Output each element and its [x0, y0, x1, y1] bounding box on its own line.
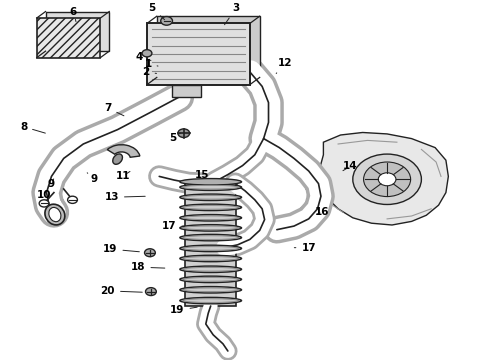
Ellipse shape	[180, 255, 242, 262]
Ellipse shape	[183, 299, 239, 302]
Ellipse shape	[180, 184, 242, 190]
Ellipse shape	[180, 266, 242, 273]
Bar	[157, 16, 260, 77]
Text: 5: 5	[169, 132, 180, 143]
Bar	[185, 182, 236, 306]
Ellipse shape	[183, 206, 239, 209]
Ellipse shape	[113, 154, 122, 164]
Ellipse shape	[180, 276, 242, 283]
Wedge shape	[107, 145, 140, 157]
Ellipse shape	[180, 245, 242, 252]
Ellipse shape	[180, 179, 242, 185]
Text: 7: 7	[104, 103, 124, 116]
Ellipse shape	[45, 204, 65, 225]
Circle shape	[378, 173, 396, 186]
Text: 13: 13	[104, 192, 145, 202]
Ellipse shape	[49, 207, 61, 222]
Text: 17: 17	[162, 221, 184, 231]
Ellipse shape	[180, 194, 242, 201]
Text: 6: 6	[70, 6, 77, 22]
Ellipse shape	[183, 257, 239, 260]
Ellipse shape	[183, 267, 239, 271]
Ellipse shape	[183, 216, 239, 220]
Text: 5: 5	[148, 3, 165, 20]
Circle shape	[39, 200, 49, 207]
Bar	[46, 12, 109, 51]
Circle shape	[68, 196, 77, 203]
Text: 15: 15	[195, 170, 209, 180]
Bar	[37, 18, 100, 58]
Circle shape	[142, 50, 152, 57]
Polygon shape	[319, 132, 448, 225]
Text: 4: 4	[136, 52, 151, 62]
Circle shape	[161, 17, 172, 25]
Circle shape	[178, 129, 190, 138]
Ellipse shape	[180, 297, 242, 304]
Circle shape	[353, 154, 421, 204]
Ellipse shape	[180, 215, 242, 221]
Text: 14: 14	[343, 161, 358, 171]
Ellipse shape	[183, 288, 239, 292]
Circle shape	[145, 249, 155, 257]
Text: 20: 20	[100, 286, 142, 296]
Ellipse shape	[180, 204, 242, 211]
Ellipse shape	[183, 195, 239, 199]
Text: 2: 2	[143, 67, 156, 77]
Text: 3: 3	[224, 3, 240, 25]
Ellipse shape	[180, 225, 242, 231]
Text: 19: 19	[170, 305, 197, 315]
Circle shape	[364, 162, 411, 197]
Ellipse shape	[183, 236, 239, 239]
Text: 9: 9	[48, 179, 55, 189]
Text: 12: 12	[276, 58, 293, 73]
Text: 10: 10	[37, 190, 51, 200]
Text: 18: 18	[131, 262, 165, 272]
Text: 17: 17	[294, 243, 316, 253]
Ellipse shape	[183, 247, 239, 250]
Text: 19: 19	[103, 244, 139, 254]
Bar	[147, 23, 250, 85]
Ellipse shape	[183, 185, 239, 189]
Text: 11: 11	[116, 171, 131, 181]
Text: 16: 16	[315, 207, 330, 217]
Ellipse shape	[180, 234, 242, 241]
Ellipse shape	[183, 278, 239, 281]
Text: 9: 9	[87, 173, 98, 184]
Bar	[172, 85, 201, 97]
Ellipse shape	[180, 287, 242, 293]
Circle shape	[146, 288, 156, 296]
Text: 1: 1	[145, 59, 158, 69]
Ellipse shape	[183, 226, 239, 230]
Text: 8: 8	[20, 122, 46, 133]
